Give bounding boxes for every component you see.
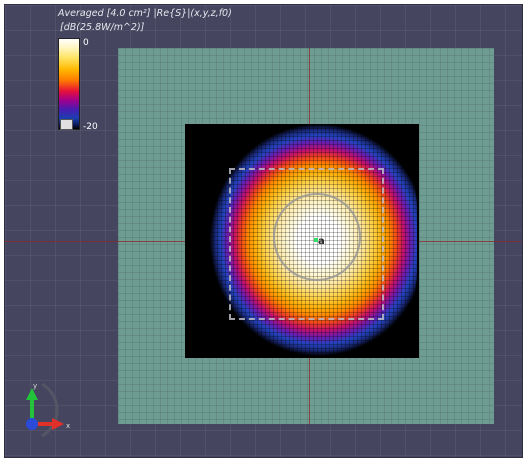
colorbar-min-label: -20 (83, 122, 98, 132)
field-title: Averaged [4.0 cm²] |Re{S}|(x,y,z,f0) (58, 8, 232, 19)
color-scale-bar (58, 38, 80, 130)
z-axis-dot (26, 418, 38, 430)
axis-triad-icon[interactable]: y x (12, 380, 72, 440)
averaging-region-outline (229, 168, 384, 320)
y-axis-arrowhead (26, 388, 38, 400)
peak-marker-dot (314, 238, 318, 242)
x-axis-label: x (66, 422, 70, 430)
colorbar-settings-icon[interactable] (60, 119, 73, 130)
field-units: [dB(25.8W/m^2)] (60, 22, 145, 33)
x-axis-arrowhead (52, 418, 64, 430)
colorbar-max-label: 0 (83, 38, 89, 48)
y-axis-label: y (33, 382, 37, 390)
triad-rotation-arc (41, 382, 59, 438)
averaging-circle (273, 193, 361, 281)
peak-marker-label: a (318, 236, 325, 247)
